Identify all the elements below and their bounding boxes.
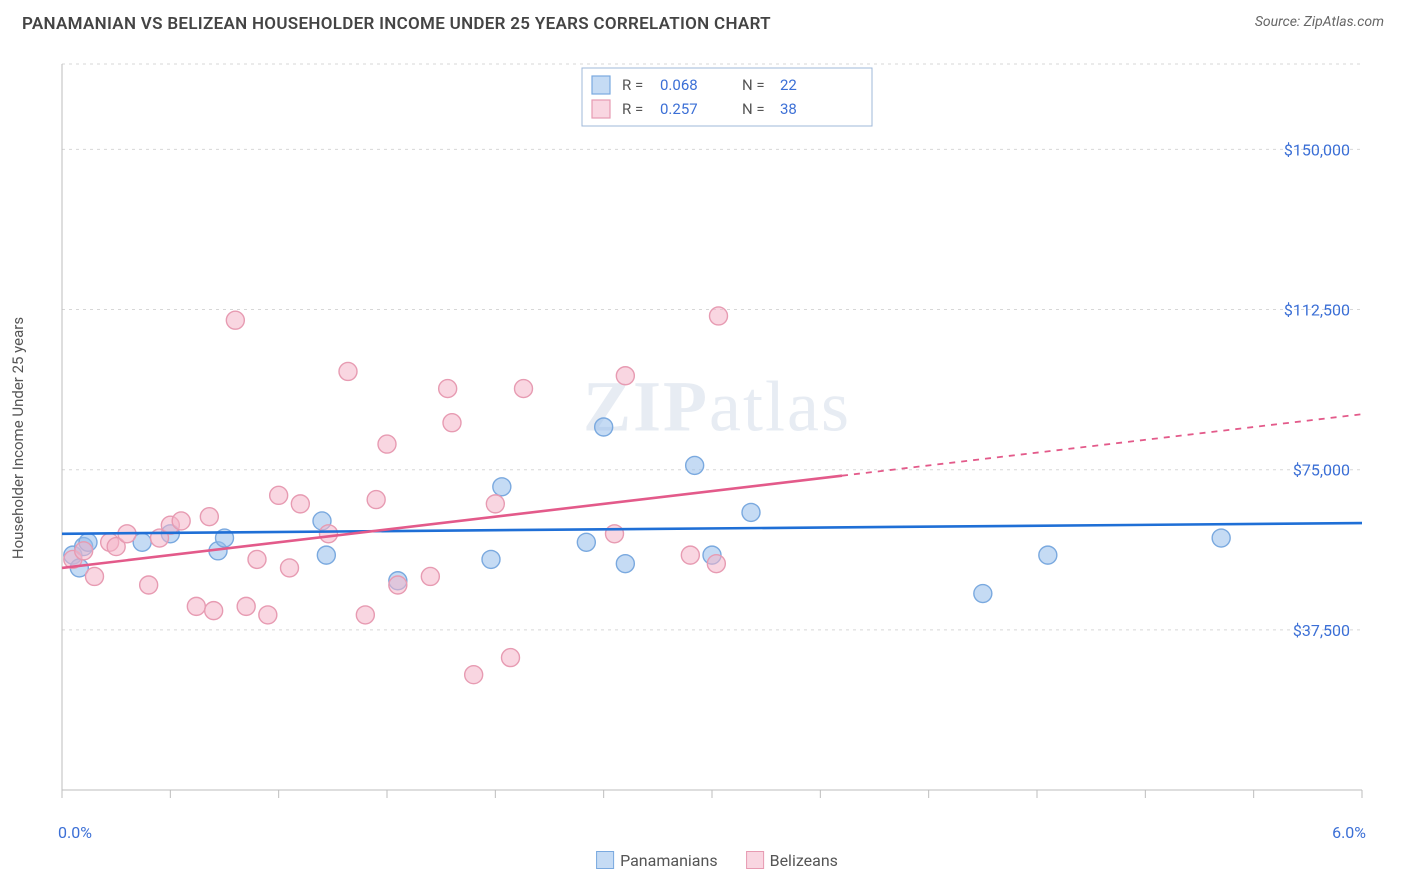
legend-label: Panamanians [620, 851, 718, 870]
data-point [616, 555, 634, 573]
data-point [515, 380, 533, 398]
legend-r-value: 0.257 [660, 100, 698, 118]
data-point [486, 495, 504, 513]
data-point [205, 602, 223, 620]
data-point [259, 606, 277, 624]
chart-title: PANAMANIAN VS BELIZEAN HOUSEHOLDER INCOM… [22, 14, 771, 34]
y-tick-label: $37,500 [1293, 621, 1350, 640]
x-tick-label: 0.0% [58, 823, 92, 842]
data-point [317, 546, 335, 564]
data-point [595, 418, 613, 436]
scatter-plot-svg: $37,500$75,000$112,500$150,0000.0%6.0%R … [52, 48, 1382, 828]
data-point [200, 508, 218, 526]
trend-line-dashed [842, 414, 1362, 475]
trend-line [62, 523, 1362, 534]
data-point [606, 525, 624, 543]
data-point [493, 478, 511, 496]
data-point [707, 555, 725, 573]
data-point [482, 550, 500, 568]
data-point [187, 597, 205, 615]
legend-swatch [592, 76, 610, 94]
data-point [465, 666, 483, 684]
data-point [86, 567, 104, 585]
legend-n-value: 22 [780, 76, 797, 94]
legend-item: Belizeans [746, 851, 838, 870]
data-point [75, 542, 93, 560]
legend-swatch [596, 851, 614, 869]
data-point [681, 546, 699, 564]
data-point [291, 495, 309, 513]
data-point [270, 486, 288, 504]
data-point [443, 414, 461, 432]
legend-r-label: R = [622, 76, 643, 94]
source-label: Source: ZipAtlas.com [1255, 14, 1384, 30]
data-point [1212, 529, 1230, 547]
legend-swatch [746, 851, 764, 869]
data-point [237, 597, 255, 615]
legend-n-label: N = [742, 100, 765, 118]
data-point [339, 362, 357, 380]
data-point [686, 456, 704, 474]
data-point [974, 585, 992, 603]
data-point [140, 576, 158, 594]
data-point [281, 559, 299, 577]
data-point [1039, 546, 1057, 564]
plot-area: Householder Income Under 25 years ZIPatl… [52, 48, 1382, 828]
data-point [616, 367, 634, 385]
data-point [421, 567, 439, 585]
y-tick-label: $75,000 [1293, 461, 1350, 480]
legend-label: Belizeans [770, 851, 838, 870]
y-axis-label: Householder Income Under 25 years [9, 317, 27, 559]
y-tick-label: $150,000 [1284, 140, 1350, 159]
data-point [248, 550, 266, 568]
data-point [439, 380, 457, 398]
data-point [367, 491, 385, 509]
data-point [742, 503, 760, 521]
legend-n-value: 38 [780, 100, 797, 118]
data-point [226, 311, 244, 329]
data-point [710, 307, 728, 325]
data-point [378, 435, 396, 453]
x-tick-label: 6.0% [1332, 823, 1366, 842]
data-point [577, 533, 595, 551]
data-point [320, 525, 338, 543]
legend-item: Panamanians [596, 851, 718, 870]
data-point [502, 649, 520, 667]
legend-r-value: 0.068 [660, 76, 698, 94]
y-tick-label: $112,500 [1284, 301, 1350, 320]
legend-n-label: N = [742, 76, 765, 94]
legend-r-label: R = [622, 100, 643, 118]
data-point [356, 606, 374, 624]
data-point [172, 512, 190, 530]
legend-swatch [592, 100, 610, 118]
legend-bottom: Panamanians Belizeans [596, 851, 838, 870]
data-point [389, 576, 407, 594]
